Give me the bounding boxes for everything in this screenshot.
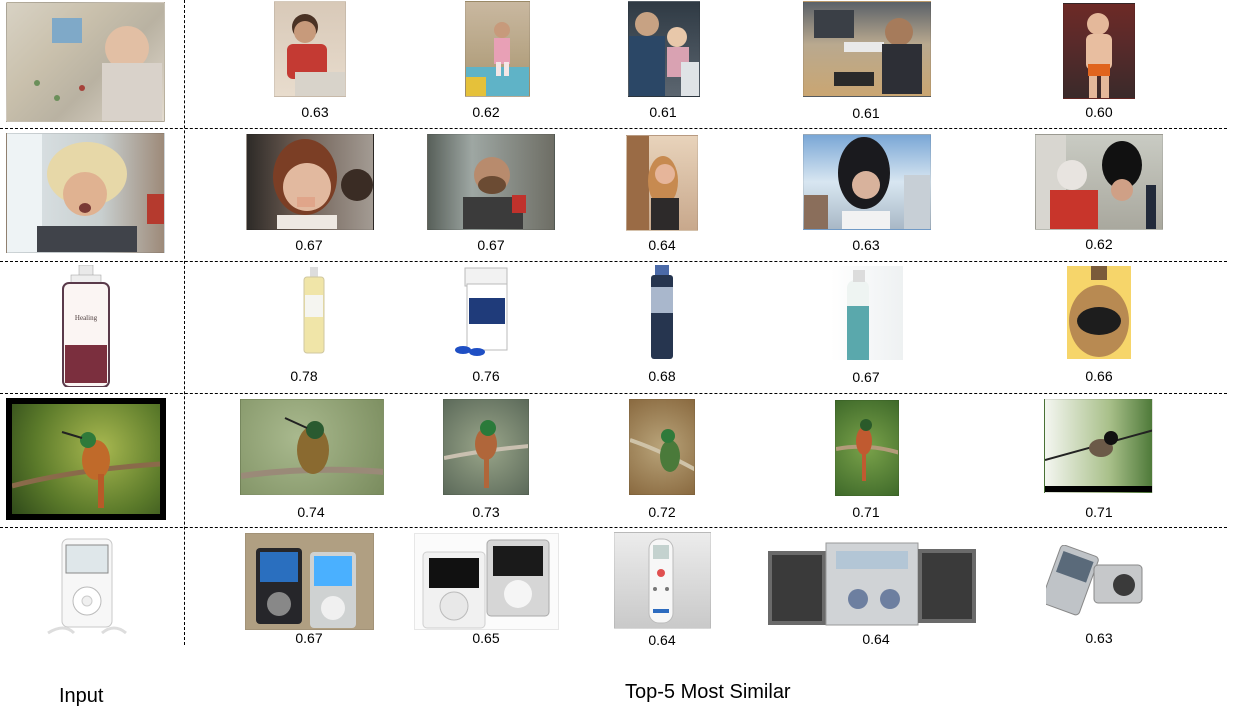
result-image-row-1-3: [628, 1, 700, 97]
similarity-score: 0.73: [472, 504, 500, 520]
result-image-row-4-2: [443, 399, 529, 495]
similarity-score: 0.63: [852, 237, 880, 253]
similarity-score: 0.63: [301, 104, 329, 120]
result-image-row-3-1: [300, 267, 328, 355]
input-image-row-2: [6, 133, 165, 253]
input-image-row-5: [34, 537, 134, 645]
result-image-row-5-1: [245, 533, 374, 630]
input-column-label: Input: [59, 685, 104, 707]
row-divider: [0, 261, 1227, 262]
result-image-row-1-4: [803, 1, 931, 97]
similarity-score: 0.62: [1085, 236, 1113, 252]
row-divider: [0, 527, 1227, 528]
similarity-score: 0.66: [1085, 368, 1113, 384]
similarity-score: 0.63: [1085, 630, 1113, 646]
result-image-row-3-5: [1067, 266, 1131, 359]
similarity-score: 0.61: [852, 105, 880, 121]
similarity-score: 0.74: [297, 504, 325, 520]
similarity-score: 0.68: [648, 368, 676, 384]
result-image-row-5-4: [766, 537, 978, 630]
result-image-row-2-4: [803, 134, 931, 230]
result-image-row-1-2: [465, 1, 530, 97]
result-image-row-5-2: [414, 533, 559, 630]
similarity-score: 0.64: [648, 237, 676, 253]
result-image-row-1-1: [274, 1, 346, 97]
similarity-score: 0.76: [472, 368, 500, 384]
similarity-score: 0.62: [472, 104, 500, 120]
result-image-row-3-4: [831, 266, 903, 360]
similarity-score: 0.72: [648, 504, 676, 520]
similarity-score: 0.65: [472, 630, 500, 646]
result-image-row-1-5: [1063, 3, 1135, 99]
similarity-score: 0.67: [477, 237, 505, 253]
similarity-score: 0.61: [649, 104, 677, 120]
similarity-score: 0.60: [1085, 104, 1113, 120]
column-divider: [184, 0, 185, 645]
similarity-score: 0.67: [852, 369, 880, 385]
result-image-row-3-3: [649, 265, 675, 359]
result-image-row-2-1: [246, 134, 374, 230]
result-image-row-4-5: [1044, 399, 1153, 493]
row-divider: [0, 128, 1227, 129]
row-divider: [0, 393, 1227, 394]
result-image-row-2-5: [1035, 134, 1163, 230]
result-image-row-2-2: [427, 134, 555, 230]
svg-text:Healing: Healing: [75, 314, 98, 322]
input-image-row-3: Healing: [61, 265, 111, 387]
result-image-row-4-4: [835, 400, 899, 496]
input-image-row-1: [6, 2, 165, 122]
similarity-score: 0.64: [648, 632, 676, 648]
result-image-row-2-3: [626, 135, 698, 231]
similarity-score: 0.64: [862, 631, 890, 647]
similarity-score: 0.67: [295, 630, 323, 646]
result-image-row-4-3: [629, 399, 695, 495]
similarity-score: 0.71: [1085, 504, 1113, 520]
result-image-row-5-5: [1046, 545, 1146, 616]
result-image-row-4-1: [240, 399, 384, 495]
result-image-row-5-3: [614, 532, 711, 629]
similarity-score: 0.67: [295, 237, 323, 253]
results-column-label: Top-5 Most Similar: [625, 681, 791, 703]
similarity-score: 0.78: [290, 368, 318, 384]
similarity-score: 0.71: [852, 504, 880, 520]
input-image-row-4: [6, 398, 166, 520]
result-image-row-3-2: [451, 264, 521, 358]
